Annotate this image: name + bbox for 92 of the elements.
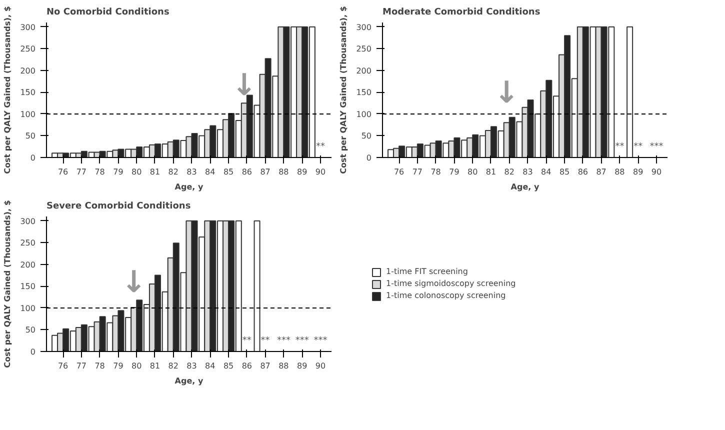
x-tick-label: 77 [76,362,87,370]
x-tick-label: 81 [150,362,160,370]
x-tick-label: 84 [205,168,216,176]
y-tick-label: 0 [30,154,36,162]
x-tick-label: 81 [150,168,160,176]
x-tick-label: 88 [278,168,289,176]
x-tick-label: 86 [578,168,588,176]
x-tick-label: 76 [58,362,68,370]
bar [254,220,260,352]
chart-title: Moderate Comorbid Conditions [382,8,540,18]
x-tick-label: 83 [186,362,197,370]
annotation: ** [242,336,252,346]
y-tick-label: 100 [20,110,36,119]
x-tick-label: 79 [449,168,460,176]
x-tick-label: 83 [186,168,197,176]
x-tick-label: 80 [132,168,142,176]
x-axis-title: Age, y [510,182,540,192]
annotation: ↓ [121,265,146,300]
y-tick-label: 50 [361,132,372,141]
x-tick-label: 77 [76,168,87,176]
x-tick-label: 86 [242,362,252,370]
x-tick-label: 79 [113,362,124,370]
x-tick-label: 86 [242,168,252,176]
legend-label: 1-time colonoscopy screening [386,290,506,300]
x-tick-label: 76 [58,168,68,176]
x-tick-label: 87 [260,362,270,370]
x-tick-label: 79 [113,168,124,176]
x-tick-label: 85 [223,362,234,370]
y-tick-label: 150 [356,88,372,98]
y-axis-title: Cost per QALY Gained (Thousands), $ [3,6,12,174]
annotation: *** [295,336,310,346]
y-tick-label: 300 [20,216,36,226]
x-tick-label: 82 [168,168,178,176]
y-tick-label: 200 [20,66,36,76]
x-tick-label: 90 [315,362,326,370]
x-tick-label: 85 [559,168,570,176]
annotation: ** [316,142,326,152]
x-tick-label: 84 [541,168,552,176]
x-tick-label: 77 [412,168,423,176]
x-tick-label: 82 [504,168,514,176]
chart-title: No Comorbid Conditions [46,8,170,18]
x-tick-label: 90 [315,168,326,176]
annotation: *** [650,142,664,152]
annotation: ** [615,142,625,152]
annotation: ↓ [494,75,520,110]
y-tick-label: 100 [20,304,36,313]
x-tick-label: 88 [614,168,625,176]
x-tick-label: 78 [94,168,105,176]
chart-title: Severe Comorbid Conditions [46,202,191,212]
x-tick-label: 80 [132,362,142,370]
y-tick-label: 50 [25,326,36,335]
bar [626,26,634,158]
y-tick-label: 250 [20,238,36,248]
x-tick-label: 76 [394,168,404,176]
x-axis-title: Age, y [174,376,204,386]
y-tick-label: 300 [20,22,36,32]
y-tick-label: 250 [356,44,372,54]
x-tick-label: 78 [94,362,105,370]
x-tick-label: 89 [296,168,308,176]
x-tick-label: 85 [223,168,234,176]
x-tick-label: 90 [651,168,662,176]
x-tick-label: 88 [278,362,289,370]
annotation: ↓ [232,68,257,104]
y-tick-label: 250 [20,44,36,54]
annotation: ** [260,336,270,346]
y-tick-label: 150 [20,88,36,98]
x-tick-label: 84 [205,362,216,370]
annotation: *** [276,336,291,346]
annotation: *** [314,336,328,346]
y-tick-label: 200 [356,66,372,76]
x-axis-title: Age, y [174,182,204,192]
x-tick-label: 87 [596,168,606,176]
y-tick-label: 0 [30,348,36,356]
annotation: ** [634,142,644,152]
legend-label: 1-time sigmoidoscopy screening [386,278,516,288]
y-tick-label: 0 [366,154,372,162]
x-tick-label: 82 [168,362,178,370]
y-tick-label: 150 [20,282,36,292]
x-tick-label: 83 [522,168,533,176]
y-tick-label: 300 [356,22,372,32]
y-tick-label: 50 [25,132,36,141]
y-tick-label: 100 [356,110,372,119]
y-axis-title: Cost per QALY Gained (Thousands), $ [3,200,12,368]
x-tick-label: 87 [260,168,270,176]
x-tick-label: 80 [468,168,478,176]
x-tick-label: 89 [296,362,308,370]
x-tick-label: 89 [632,168,644,176]
y-tick-label: 200 [20,260,36,270]
y-axis-title: Cost per QALY Gained (Thousands), $ [339,6,348,174]
legend-label: 1-time FIT screening [386,266,468,276]
x-tick-label: 78 [430,168,441,176]
x-tick-label: 81 [486,168,496,176]
